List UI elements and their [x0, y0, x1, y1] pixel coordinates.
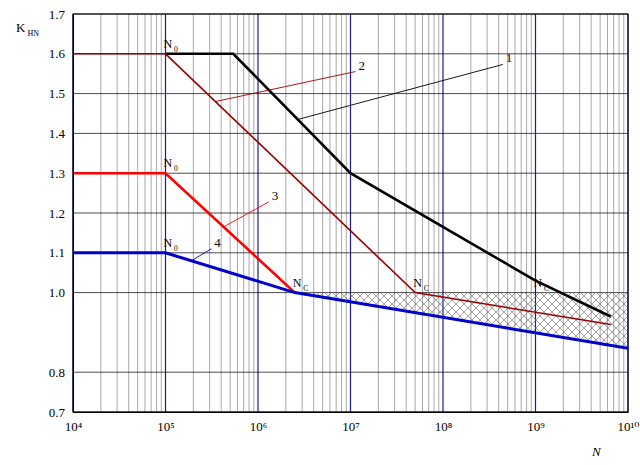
series-line — [73, 54, 611, 325]
y-tick: 1.2 — [49, 206, 73, 221]
x-tick-label: 10⁶ — [250, 419, 268, 434]
x-axis-title: N — [591, 444, 602, 459]
y-tick: 1.0 — [49, 285, 73, 300]
y-axis-line — [73, 15, 74, 413]
plot-frame — [73, 14, 628, 412]
series-callout: 3 — [272, 188, 279, 203]
x-tick: 10¹⁰ — [617, 412, 639, 434]
x-tick-label: 10¹⁰ — [617, 419, 639, 434]
x-tick-label: 10⁸ — [435, 419, 453, 434]
texts: K HN N N 0 N 0 N 0 N C N C N C 1 2 3 4 — [16, 20, 602, 459]
y-tick-label: 1.0 — [49, 285, 65, 300]
y-tick: 1.6 — [49, 46, 73, 61]
series-line — [166, 54, 611, 317]
series-callout: 2 — [358, 58, 365, 73]
point-annotation: N C — [413, 276, 429, 293]
series-callout: 1 — [506, 50, 513, 65]
series-callout: 4 — [214, 235, 221, 250]
callout-leader — [298, 64, 503, 119]
y-tick: 1.4 — [49, 126, 73, 141]
y-tick-label: 1.3 — [49, 166, 65, 181]
y-tick: 1.3 — [49, 166, 73, 181]
callout-leader — [215, 72, 355, 102]
series-line — [73, 253, 628, 349]
y-grid-line — [73, 133, 628, 134]
x-tick: 10⁵ — [157, 412, 175, 434]
y-tick-label: 0.7 — [49, 405, 66, 420]
y-grid-line — [73, 93, 628, 94]
x-axis-line — [74, 412, 629, 413]
x-tick: 10⁴ — [65, 412, 83, 434]
point-annotation: N 0 — [164, 156, 179, 173]
y-tick: 1.1 — [49, 245, 73, 260]
x-tick-label: 10⁹ — [527, 419, 545, 434]
y-tick-label: 1.2 — [49, 206, 65, 221]
y-tick: 1.5 — [49, 86, 73, 101]
grid — [73, 14, 628, 412]
callout-leader — [191, 249, 211, 261]
y-tick: 0.8 — [49, 365, 73, 380]
y-grid-line — [73, 213, 628, 214]
series-line — [73, 173, 295, 292]
point-annotation: N C — [534, 276, 550, 293]
point-annotation: N 0 — [164, 236, 179, 253]
y-tick: 1.7 — [49, 7, 73, 22]
chart: 10⁴ 10⁵ 10⁶ 10⁷ 10⁸ 10⁹ 10¹⁰ 0.7 0.8 1.0 1.1 1.2 1.3… — [0, 0, 640, 465]
x-axis: 10⁴ 10⁵ 10⁶ 10⁷ 10⁸ 10⁹ 10¹⁰ — [65, 412, 640, 434]
y-tick-label: 0.8 — [49, 365, 65, 380]
x-tick: 10⁶ — [250, 412, 268, 434]
x-tick-label: 10⁵ — [157, 419, 175, 434]
plot-area — [73, 54, 628, 349]
y-tick-label: 1.5 — [49, 86, 65, 101]
x-tick-label: 10⁴ — [65, 419, 83, 434]
y-tick-label: 1.1 — [49, 245, 65, 260]
point-annotation: N 0 — [164, 37, 179, 54]
y-tick: 0.7 — [49, 405, 73, 420]
y-axis-title: K HN — [16, 20, 39, 38]
callout-leader — [224, 202, 269, 227]
x-tick-label: 10⁷ — [342, 419, 360, 434]
x-tick: 10⁷ — [342, 412, 360, 434]
y-tick-label: 1.7 — [49, 7, 66, 22]
x-tick: 10⁹ — [527, 412, 545, 434]
y-tick-label: 1.6 — [49, 46, 66, 61]
point-annotation: N C — [293, 276, 309, 293]
y-grid-line — [73, 372, 628, 373]
y-axis: 0.7 0.8 1.0 1.1 1.2 1.3 1.4 1.5 1.6 1.7 — [49, 7, 74, 420]
y-tick-label: 1.4 — [49, 126, 66, 141]
x-tick: 10⁸ — [435, 412, 453, 434]
